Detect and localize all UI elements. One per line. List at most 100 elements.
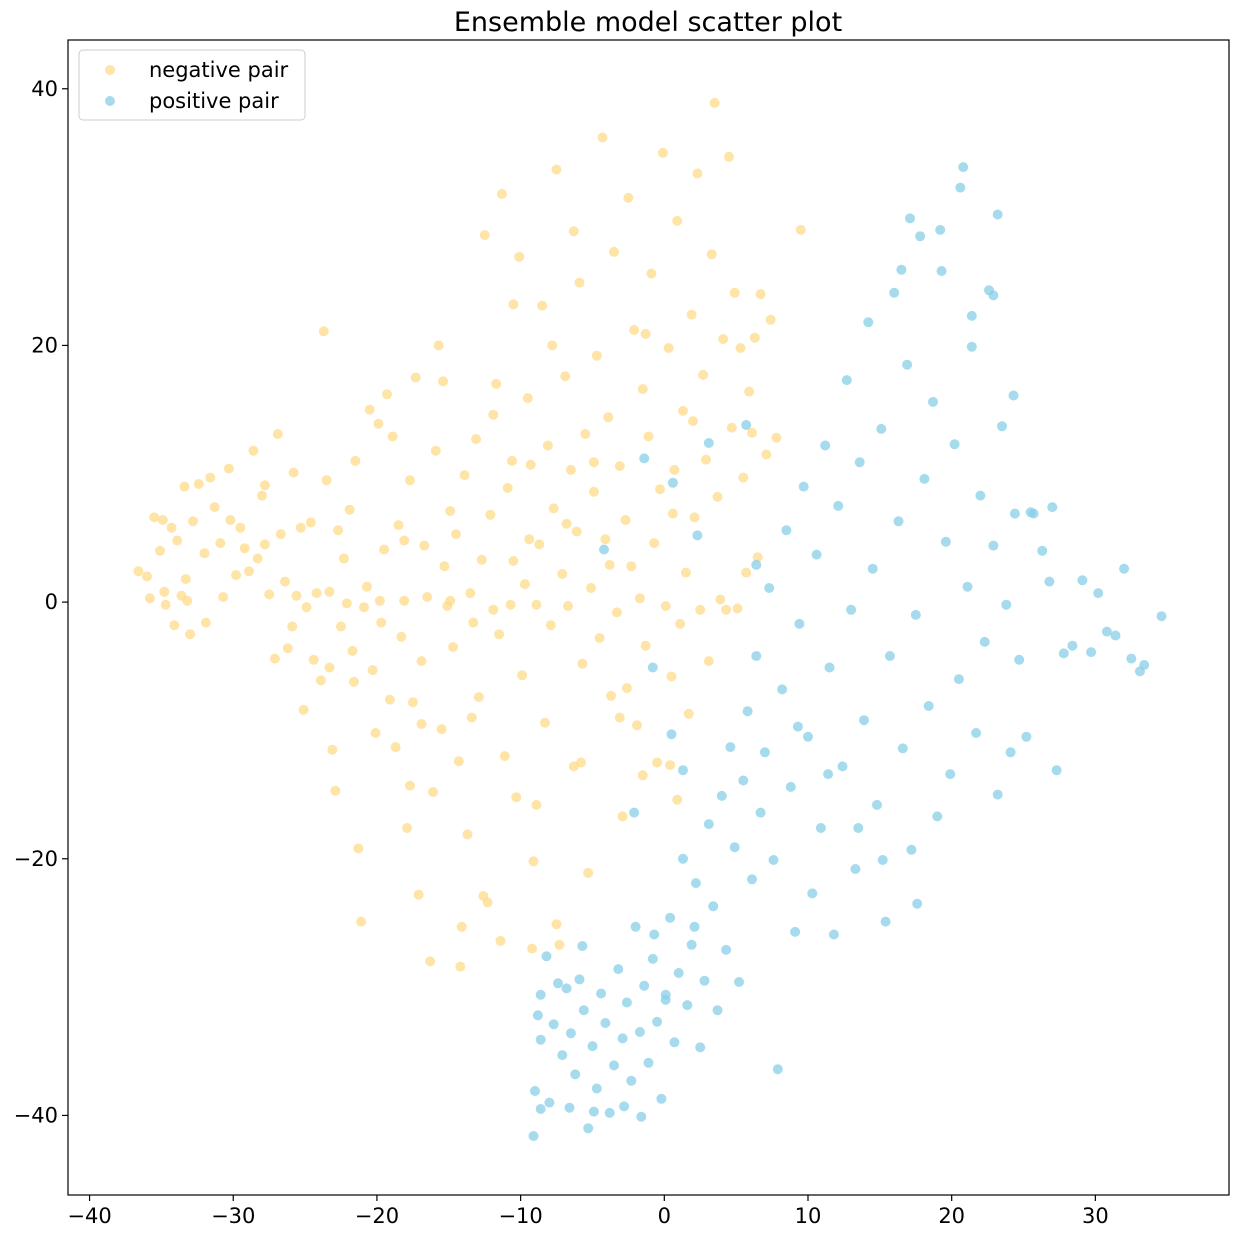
data-point-negative-pair-133 [565, 464, 576, 475]
data-point-negative-pair-32 [264, 589, 275, 600]
data-point-positive-pair-35 [673, 968, 684, 978]
data-point-positive-pair-57 [768, 855, 779, 865]
data-point-positive-pair-56 [764, 583, 775, 593]
y-tick-label: 20 [31, 333, 58, 357]
data-point-positive-pair-125 [1101, 626, 1112, 637]
data-point-negative-pair-72 [390, 742, 401, 753]
data-point-negative-pair-95 [456, 921, 467, 932]
data-point-negative-pair-4 [155, 545, 165, 556]
data-point-positive-pair-29 [647, 953, 658, 964]
data-point-positive-pair-77 [854, 457, 865, 468]
data-point-negative-pair-102 [476, 554, 487, 565]
data-point-negative-pair-139 [583, 867, 594, 878]
x-tick-label: 10 [795, 1204, 822, 1228]
data-point-positive-pair-81 [872, 799, 882, 810]
data-point-positive-pair-2 [532, 1010, 543, 1021]
data-point-negative-pair-37 [282, 643, 293, 654]
data-point-negative-pair-123 [537, 300, 548, 311]
data-point-negative-pair-231 [488, 409, 499, 420]
data-point-positive-pair-127 [1119, 563, 1130, 574]
data-point-negative-pair-58 [350, 455, 361, 466]
data-point-positive-pair-166 [1025, 507, 1036, 518]
data-point-positive-pair-88 [902, 359, 913, 370]
data-point-positive-pair-135 [636, 1111, 647, 1122]
data-point-negative-pair-82 [419, 540, 430, 551]
data-point-positive-pair-4 [541, 951, 552, 962]
data-point-negative-pair-99 [468, 617, 479, 628]
data-point-positive-pair-63 [794, 618, 805, 629]
data-point-positive-pair-60 [781, 525, 792, 536]
data-point-negative-pair-59 [353, 843, 364, 854]
data-point-negative-pair-152 [620, 515, 631, 525]
data-point-positive-pair-6 [548, 1019, 559, 1030]
data-point-negative-pair-62 [361, 581, 372, 592]
data-point-positive-pair-42 [703, 819, 714, 830]
x-axis: −40 −30 −20 −10 0 10 20 30 [67, 1195, 1109, 1228]
data-point-positive-pair-137 [660, 994, 671, 1005]
data-point-positive-pair-165 [1008, 390, 1019, 401]
data-point-positive-pair-131 [1156, 611, 1167, 622]
data-point-positive-pair-155 [853, 823, 864, 833]
data-point-negative-pair-78 [407, 697, 418, 708]
data-point-positive-pair-40 [695, 1042, 706, 1053]
data-point-positive-pair-124 [1093, 588, 1104, 599]
data-point-negative-pair-213 [259, 539, 270, 550]
data-point-positive-pair-31 [656, 1093, 667, 1104]
data-point-positive-pair-149 [692, 530, 703, 541]
data-point-positive-pair-12 [574, 974, 585, 985]
data-point-negative-pair-216 [527, 943, 538, 954]
data-point-positive-pair-5 [544, 1097, 555, 1108]
data-point-negative-pair-13 [180, 574, 191, 584]
data-point-negative-pair-36 [280, 576, 290, 587]
data-point-positive-pair-27 [639, 980, 650, 991]
data-point-negative-pair-97 [462, 829, 473, 840]
data-point-negative-pair-218 [455, 961, 466, 972]
data-point-negative-pair-143 [594, 633, 605, 643]
data-point-positive-pair-118 [1044, 576, 1055, 587]
data-point-positive-pair-84 [884, 651, 895, 661]
data-point-negative-pair-214 [225, 515, 236, 525]
data-point-negative-pair-187 [721, 604, 732, 615]
data-point-negative-pair-153 [623, 192, 634, 203]
data-point-positive-pair-51 [742, 706, 753, 717]
data-point-negative-pair-96 [459, 470, 470, 481]
data-point-negative-pair-116 [517, 670, 528, 681]
y-tick-label: −20 [14, 847, 58, 871]
data-point-positive-pair-99 [949, 439, 960, 450]
plot-frame [67, 39, 1230, 1196]
data-point-negative-pair-40 [295, 522, 306, 533]
data-point-positive-pair-92 [919, 473, 930, 484]
data-point-positive-pair-139 [689, 921, 700, 932]
data-point-negative-pair-67 [376, 617, 387, 628]
data-point-positive-pair-113 [1009, 508, 1020, 519]
legend-label-positive-pair: positive pair [149, 89, 279, 113]
data-point-positive-pair-3 [535, 1034, 546, 1045]
data-point-positive-pair-20 [609, 1060, 619, 1071]
data-point-negative-pair-115 [514, 251, 525, 262]
data-point-positive-pair-79 [863, 317, 874, 328]
data-point-negative-pair-196 [747, 427, 757, 438]
data-point-positive-pair-140 [535, 989, 546, 1000]
data-point-positive-pair-152 [751, 559, 762, 570]
data-point-negative-pair-42 [301, 602, 312, 613]
data-point-negative-pair-193 [738, 472, 749, 483]
x-tick-label: 0 [658, 1204, 671, 1228]
data-point-negative-pair-81 [416, 656, 427, 667]
data-point-negative-pair-117 [519, 579, 530, 590]
data-point-positive-pair-22 [617, 1033, 628, 1044]
data-point-negative-pair-215 [182, 595, 193, 606]
data-point-positive-pair-13 [578, 1005, 589, 1016]
data-point-negative-pair-236 [667, 508, 678, 519]
data-point-negative-pair-179 [698, 369, 709, 380]
data-point-positive-pair-138 [649, 929, 660, 940]
data-point-positive-pair-46 [721, 944, 732, 955]
data-point-negative-pair-46 [315, 675, 326, 686]
data-point-negative-pair-180 [701, 454, 711, 465]
data-point-positive-pair-11 [570, 1069, 581, 1080]
data-point-positive-pair-128 [1126, 653, 1137, 664]
data-point-negative-pair-227 [672, 794, 683, 805]
data-point-positive-pair-120 [1058, 648, 1069, 659]
data-point-negative-pair-50 [327, 744, 338, 755]
data-point-negative-pair-43 [305, 517, 316, 528]
